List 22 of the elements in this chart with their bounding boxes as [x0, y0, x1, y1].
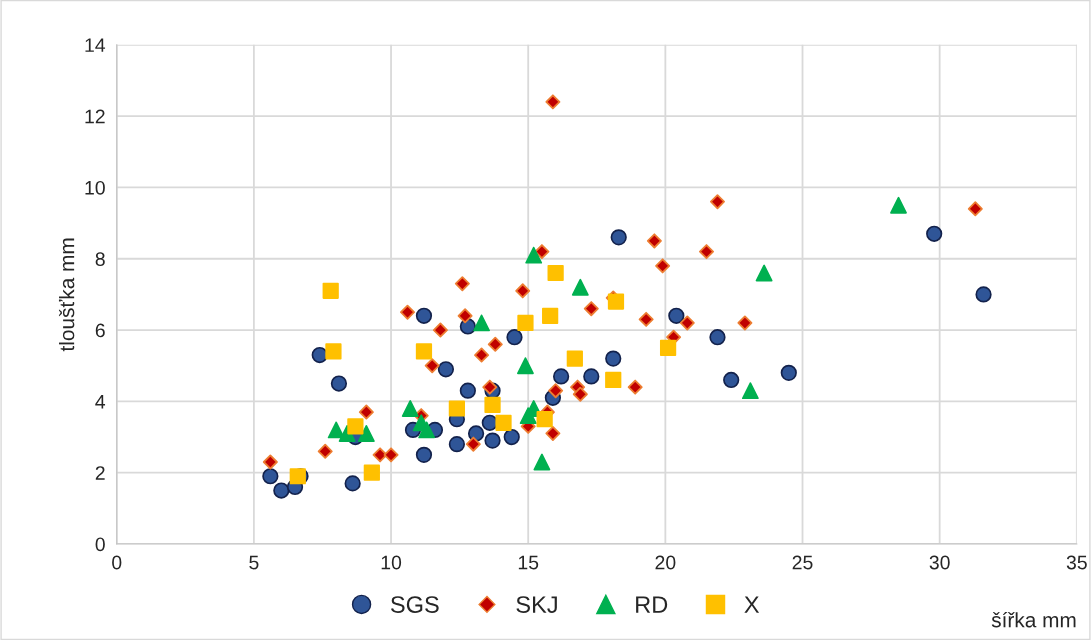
x-tick-label: 30	[929, 555, 950, 570]
x-tick-label: 35	[1066, 555, 1087, 570]
x-tick-label: 10	[381, 555, 402, 570]
y-tick-label: 10	[85, 180, 105, 195]
x-tick-label: 20	[655, 555, 676, 570]
y-tick-label: 2	[95, 466, 105, 480]
legend-label: SKJ	[516, 596, 557, 613]
y-tick-label: 4	[95, 395, 106, 409]
y-axis-title: tloušťka mm	[58, 238, 75, 352]
x-axis-title: šířka mm	[991, 611, 1076, 628]
y-tick-label: 12	[85, 109, 105, 124]
legend-label: X	[744, 596, 760, 613]
y-tick-label: 0	[95, 537, 105, 552]
x-tick-label: 15	[518, 555, 539, 570]
legend-label: RD	[636, 596, 668, 613]
x-tick-label: 0	[112, 555, 122, 570]
y-tick-label: 14	[85, 38, 106, 52]
x-tick-label: 5	[249, 555, 259, 570]
y-tick-label: 8	[95, 252, 105, 266]
y-tick-label: 6	[95, 323, 105, 338]
x-tick-label: 25	[792, 555, 813, 570]
legend-label: SGS	[390, 596, 439, 613]
